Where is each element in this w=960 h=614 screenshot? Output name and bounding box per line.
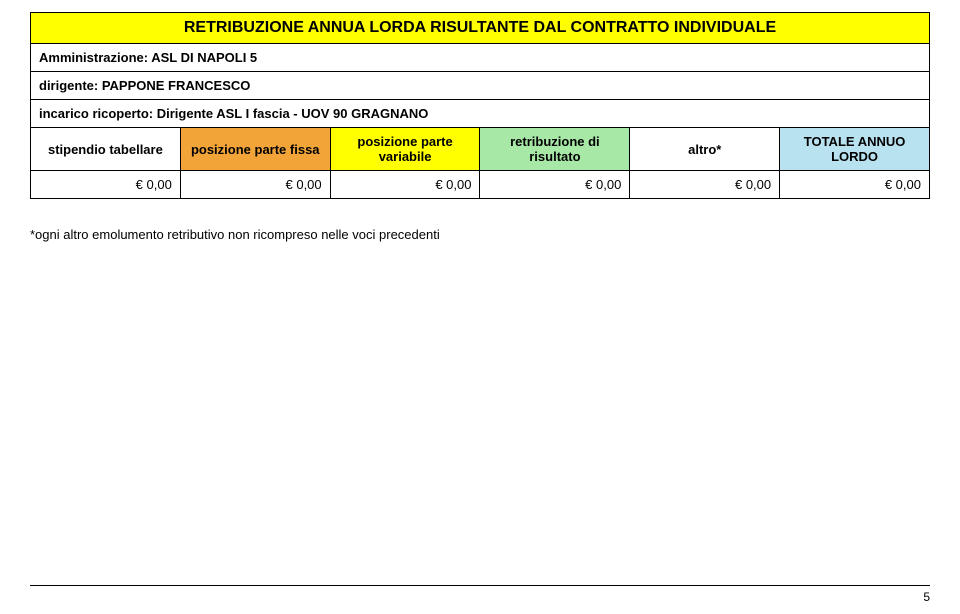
footnote: *ogni altro emolumento retributivo non r…: [30, 227, 930, 242]
column-headers: stipendio tabellare posizione parte fiss…: [31, 128, 930, 171]
header-totale: TOTALE ANNUO LORDO: [780, 128, 930, 171]
dirigente-label: dirigente: PAPPONE FRANCESCO: [31, 72, 930, 100]
header-risultato: retribuzione di risultato: [480, 128, 630, 171]
table-title: RETRIBUZIONE ANNUA LORDA RISULTANTE DAL …: [31, 13, 930, 44]
incarico-label: incarico ricoperto: Dirigente ASL I fasc…: [31, 100, 930, 128]
value-variabile: € 0,00: [330, 171, 480, 199]
header-variabile: posizione parte variabile: [330, 128, 480, 171]
admin-label: Amministrazione: ASL DI NAPOLI 5: [31, 44, 930, 72]
value-totale: € 0,00: [780, 171, 930, 199]
incarico-row: incarico ricoperto: Dirigente ASL I fasc…: [31, 100, 930, 128]
value-altro: € 0,00: [630, 171, 780, 199]
value-stipendio: € 0,00: [31, 171, 181, 199]
page-number: 5: [923, 590, 930, 604]
salary-table: RETRIBUZIONE ANNUA LORDA RISULTANTE DAL …: [30, 12, 930, 199]
header-altro: altro*: [630, 128, 780, 171]
title-row: RETRIBUZIONE ANNUA LORDA RISULTANTE DAL …: [31, 13, 930, 44]
admin-row: Amministrazione: ASL DI NAPOLI 5: [31, 44, 930, 72]
header-stipendio: stipendio tabellare: [31, 128, 181, 171]
footer-divider: [30, 585, 930, 586]
value-fissa: € 0,00: [180, 171, 330, 199]
value-risultato: € 0,00: [480, 171, 630, 199]
header-fissa: posizione parte fissa: [180, 128, 330, 171]
dirigente-row: dirigente: PAPPONE FRANCESCO: [31, 72, 930, 100]
data-row: € 0,00 € 0,00 € 0,00 € 0,00 € 0,00 € 0,0…: [31, 171, 930, 199]
